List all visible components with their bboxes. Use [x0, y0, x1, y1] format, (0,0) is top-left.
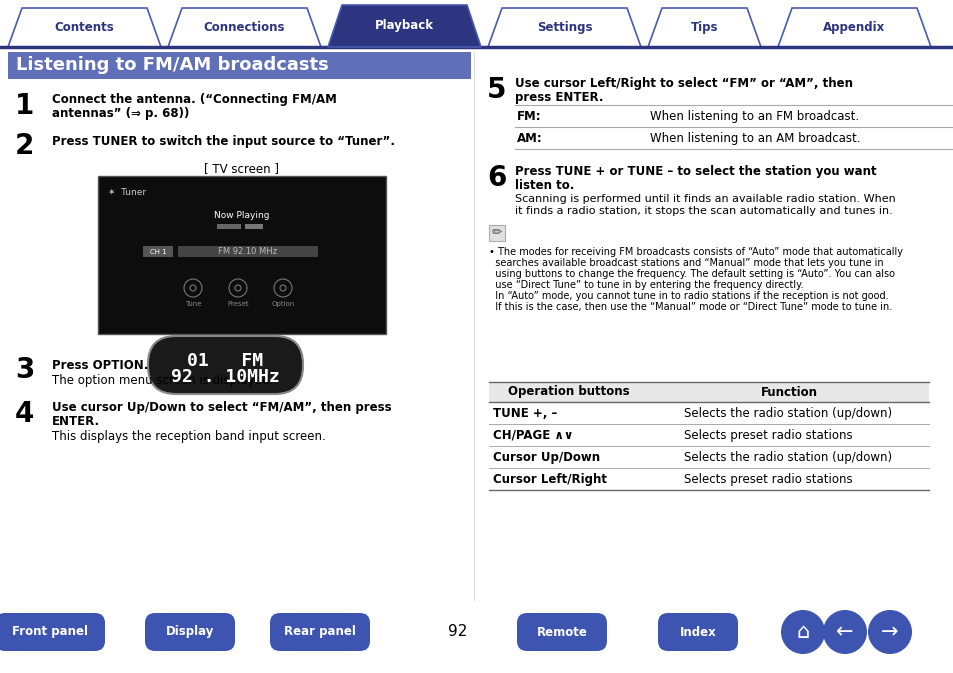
Text: 1: 1 [15, 92, 34, 120]
Text: Selects the radio station (up/down): Selects the radio station (up/down) [683, 451, 891, 464]
Circle shape [867, 610, 911, 654]
Text: antennas” (⇒ p. 68)): antennas” (⇒ p. 68)) [52, 107, 190, 120]
Text: FM:: FM: [517, 110, 541, 123]
FancyBboxPatch shape [145, 613, 234, 651]
Circle shape [781, 610, 824, 654]
Polygon shape [168, 8, 320, 47]
Text: 3: 3 [15, 356, 34, 384]
Text: Operation buttons: Operation buttons [508, 386, 629, 398]
FancyBboxPatch shape [270, 613, 370, 651]
Circle shape [822, 610, 866, 654]
Text: Tune: Tune [185, 301, 201, 307]
Text: Connections: Connections [204, 21, 285, 34]
Text: searches available broadcast stations and “Manual” mode that lets you tune in: searches available broadcast stations an… [489, 258, 882, 268]
Text: Press OPTION.: Press OPTION. [52, 359, 149, 372]
FancyBboxPatch shape [658, 613, 738, 651]
Bar [489, 382, 928, 402]
Text: 2: 2 [15, 132, 34, 160]
Text: Connect the antenna. (“Connecting FM/AM: Connect the antenna. (“Connecting FM/AM [52, 93, 336, 106]
Text: Contents: Contents [54, 21, 114, 34]
Text: Selects the radio station (up/down): Selects the radio station (up/down) [683, 407, 891, 420]
Text: Function: Function [760, 386, 817, 398]
Bar [489, 225, 504, 241]
Text: This displays the reception band input screen.: This displays the reception band input s… [52, 430, 325, 443]
Text: 92: 92 [448, 625, 467, 639]
Text: Option: Option [271, 301, 294, 307]
Text: AM:: AM: [517, 132, 542, 145]
FancyBboxPatch shape [148, 336, 303, 394]
Polygon shape [647, 8, 760, 47]
Text: Press TUNER to switch the input source to “Tuner”.: Press TUNER to switch the input source t… [52, 135, 395, 148]
Text: →: → [881, 622, 898, 642]
Text: Appendix: Appendix [822, 21, 884, 34]
Text: Listening to FM/AM broadcasts: Listening to FM/AM broadcasts [16, 57, 329, 75]
Text: Front panel: Front panel [12, 625, 88, 639]
Text: TUNE +, –: TUNE +, – [493, 407, 557, 420]
Bar [178, 246, 317, 257]
Text: Scanning is performed until it finds an available radio station. When: Scanning is performed until it finds an … [515, 194, 895, 204]
Text: If this is the case, then use the “Manual” mode or “Direct Tune” mode to tune in: If this is the case, then use the “Manua… [489, 302, 891, 312]
Polygon shape [8, 8, 161, 47]
Text: FM 92.10 MHz: FM 92.10 MHz [218, 247, 277, 256]
Text: 5: 5 [486, 76, 506, 104]
Text: In “Auto” mode, you cannot tune in to radio stations if the reception is not goo: In “Auto” mode, you cannot tune in to ra… [489, 291, 887, 301]
Text: ✏: ✏ [491, 227, 501, 240]
Text: When listening to an AM broadcast.: When listening to an AM broadcast. [649, 132, 860, 145]
Text: Press TUNE + or TUNE – to select the station you want: Press TUNE + or TUNE – to select the sta… [515, 165, 876, 178]
Text: Rear panel: Rear panel [284, 625, 355, 639]
Text: Use cursor Left/Right to select “FM” or “AM”, then: Use cursor Left/Right to select “FM” or … [515, 77, 852, 90]
Text: use “Direct Tune” to tune in by entering the frequency directly.: use “Direct Tune” to tune in by entering… [489, 280, 802, 290]
Text: Playback: Playback [375, 20, 434, 32]
Polygon shape [488, 8, 640, 47]
Bar [143, 246, 172, 257]
Text: Tips: Tips [690, 21, 718, 34]
Text: ✶  Tuner: ✶ Tuner [108, 188, 146, 197]
Text: Selects preset radio stations: Selects preset radio stations [683, 429, 852, 442]
FancyBboxPatch shape [517, 613, 606, 651]
Text: Now Playing: Now Playing [214, 211, 270, 220]
Text: using buttons to change the frequency. The default setting is “Auto”. You can al: using buttons to change the frequency. T… [489, 269, 894, 279]
Text: Cursor Left/Right: Cursor Left/Right [493, 473, 606, 486]
Text: 92 . 10MHz: 92 . 10MHz [171, 368, 279, 386]
Bar [8, 52, 471, 79]
Bar [216, 224, 241, 229]
Text: 01   FM: 01 FM [187, 352, 263, 370]
Text: Index: Index [679, 625, 716, 639]
Text: The option menu screen is displayed.: The option menu screen is displayed. [52, 374, 273, 387]
Text: ←: ← [836, 622, 853, 642]
Bar [98, 176, 386, 334]
Text: Settings: Settings [537, 21, 592, 34]
Polygon shape [778, 8, 930, 47]
Text: Use cursor Up/Down to select “FM/AM”, then press: Use cursor Up/Down to select “FM/AM”, th… [52, 401, 392, 414]
FancyBboxPatch shape [0, 613, 105, 651]
Text: ⌂: ⌂ [796, 622, 809, 642]
Text: Remote: Remote [536, 625, 587, 639]
Text: CH 1: CH 1 [150, 248, 166, 254]
Text: ENTER.: ENTER. [52, 415, 100, 428]
Text: Selects preset radio stations: Selects preset radio stations [683, 473, 852, 486]
Text: 4: 4 [15, 400, 34, 428]
Text: Preset: Preset [227, 301, 249, 307]
Text: 6: 6 [486, 164, 506, 192]
Text: listen to.: listen to. [515, 179, 574, 192]
Text: • The modes for receiving FM broadcasts consists of “Auto” mode that automatical: • The modes for receiving FM broadcasts … [489, 247, 902, 257]
Polygon shape [328, 5, 480, 47]
Text: [ TV screen ]: [ TV screen ] [204, 162, 279, 175]
Text: CH/PAGE ∧∨: CH/PAGE ∧∨ [493, 429, 573, 442]
Text: When listening to an FM broadcast.: When listening to an FM broadcast. [649, 110, 859, 123]
Bar [245, 224, 263, 229]
Text: it finds a radio station, it stops the scan automatically and tunes in.: it finds a radio station, it stops the s… [515, 206, 892, 216]
Text: Cursor Up/Down: Cursor Up/Down [493, 451, 599, 464]
Text: press ENTER.: press ENTER. [515, 91, 603, 104]
Text: Display: Display [166, 625, 214, 639]
